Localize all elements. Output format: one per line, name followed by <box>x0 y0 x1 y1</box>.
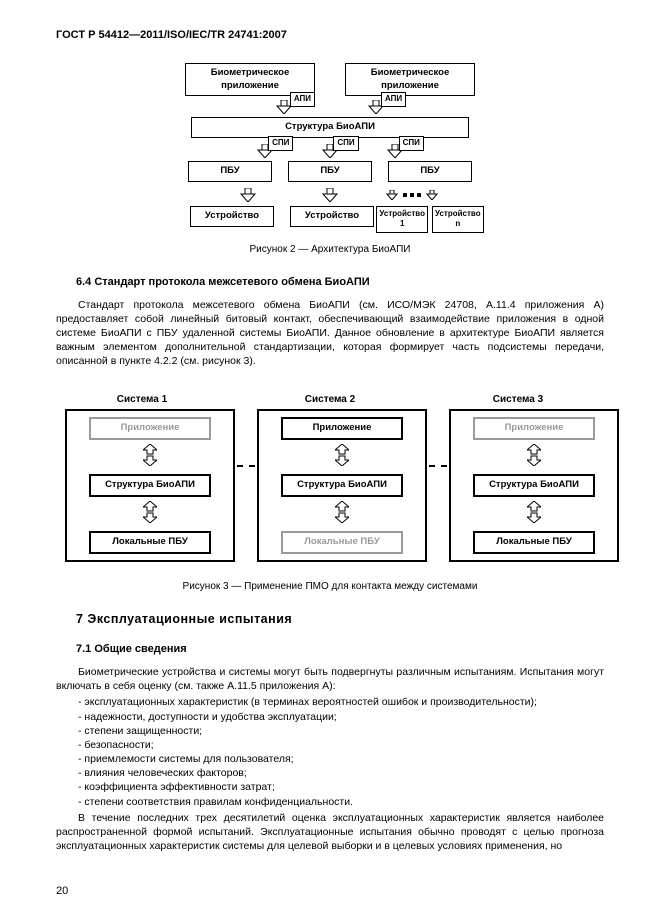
fig3-sys2-struct: Структура БиоАПИ <box>281 474 403 497</box>
fig3-sys2-local: Локальные ПБУ <box>281 531 403 554</box>
fig3-sys2-app: Приложение <box>281 417 403 440</box>
fig3-caption: Рисунок 3 — Применение ПМО для контакта … <box>56 580 604 594</box>
list-item: - эксплуатационных характеристик (в терм… <box>78 695 604 709</box>
fig2-pbu-2: ПБУ <box>288 161 372 182</box>
fig3-sys3-local: Локальные ПБУ <box>473 531 595 554</box>
fig3-sys1-app: Приложение <box>89 417 211 440</box>
sec-7-1-title: 7.1 Общие сведения <box>76 642 604 657</box>
list-item: - степени соответствия правилам конфиден… <box>78 795 604 809</box>
fig2-dev-1: Устройство <box>190 206 274 227</box>
doc-header: ГОСТ Р 54412—2011/ISO/IEC/TR 24741:2007 <box>56 28 604 43</box>
sec-7-1-intro: Биометрические устройства и системы могу… <box>56 665 604 693</box>
fig3-sys1: Приложение Структура БиоАПИ Локальные ПБ… <box>65 409 235 562</box>
fig2-pbu-1: ПБУ <box>188 161 272 182</box>
page-number: 20 <box>56 884 68 899</box>
list-item: - приемлемости системы для пользователя; <box>78 752 604 766</box>
fig3-sys3: Приложение Структура БиоАПИ Локальные ПБ… <box>449 409 619 562</box>
fig2-dev-2: Устройство <box>290 206 374 227</box>
fig2-top-right: Биометрическое приложение <box>345 63 475 97</box>
fig2-caption: Рисунок 2 — Архитектура БиоАПИ <box>56 243 604 257</box>
fig3-sys2-title: Система 2 <box>305 394 355 405</box>
list-item: - степени защищенности; <box>78 724 604 738</box>
spi-tag-2: СПИ <box>333 136 358 151</box>
fig2-struct: Структура БиоАПИ <box>191 117 469 138</box>
sec-7-1-list: - эксплуатационных характеристик (в терм… <box>78 695 604 808</box>
spi-tag-3: СПИ <box>399 136 424 151</box>
list-item: - безопасности; <box>78 738 604 752</box>
fig3-sys1-title: Система 1 <box>117 394 167 405</box>
fig2-top-left: Биометрическое приложение <box>185 63 315 97</box>
fig2-dev1-small: Устройство 1 <box>376 206 428 234</box>
fig3-sys3-struct: Структура БиоАПИ <box>473 474 595 497</box>
fig3-sys3-app: Приложение <box>473 417 595 440</box>
fig3-sys1-struct: Структура БиоАПИ <box>89 474 211 497</box>
sec-6-4-body: Стандарт протокола межсетевого обмена Би… <box>56 298 604 369</box>
sec-7-1-tail: В течение последних трех десятилетий оце… <box>56 811 604 854</box>
fig2-devn-small: Устройство n <box>432 206 484 234</box>
api-tag-1: АПИ <box>290 92 315 107</box>
figure-3: Приложение Структура БиоАПИ Локальные ПБ… <box>65 409 595 562</box>
list-item: - коэффициента эффективности затрат; <box>78 780 604 794</box>
list-item: - надежности, доступности и удобства экс… <box>78 710 604 724</box>
sec-7-title: 7 Эксплуатационные испытания <box>76 611 604 628</box>
figure-2: Биометрическое приложение Биометрическое… <box>165 63 495 233</box>
fig3-sys3-title: Система 3 <box>493 394 543 405</box>
fig3-sys1-local: Локальные ПБУ <box>89 531 211 554</box>
sec-6-4-title: 6.4 Стандарт протокола межсетевого обмен… <box>76 275 604 290</box>
api-tag-2: АПИ <box>381 92 406 107</box>
fig3-sys2: Приложение Структура БиоАПИ Локальные ПБ… <box>257 409 427 562</box>
fig2-pbu-3: ПБУ <box>388 161 472 182</box>
list-item: - влияния человеческих факторов; <box>78 766 604 780</box>
spi-tag-1: СПИ <box>268 136 293 151</box>
